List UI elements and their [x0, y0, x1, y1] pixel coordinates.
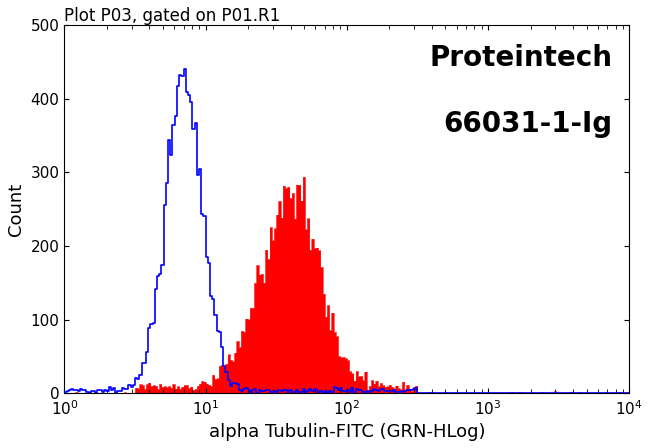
Text: 66031-1-Ig: 66031-1-Ig: [443, 110, 612, 138]
Y-axis label: Count: Count: [7, 182, 25, 236]
Text: Proteintech: Proteintech: [429, 43, 612, 72]
Text: Plot P03, gated on P01.R1: Plot P03, gated on P01.R1: [64, 7, 281, 25]
X-axis label: alpha Tubulin-FITC (GRN-HLog): alpha Tubulin-FITC (GRN-HLog): [209, 423, 485, 441]
